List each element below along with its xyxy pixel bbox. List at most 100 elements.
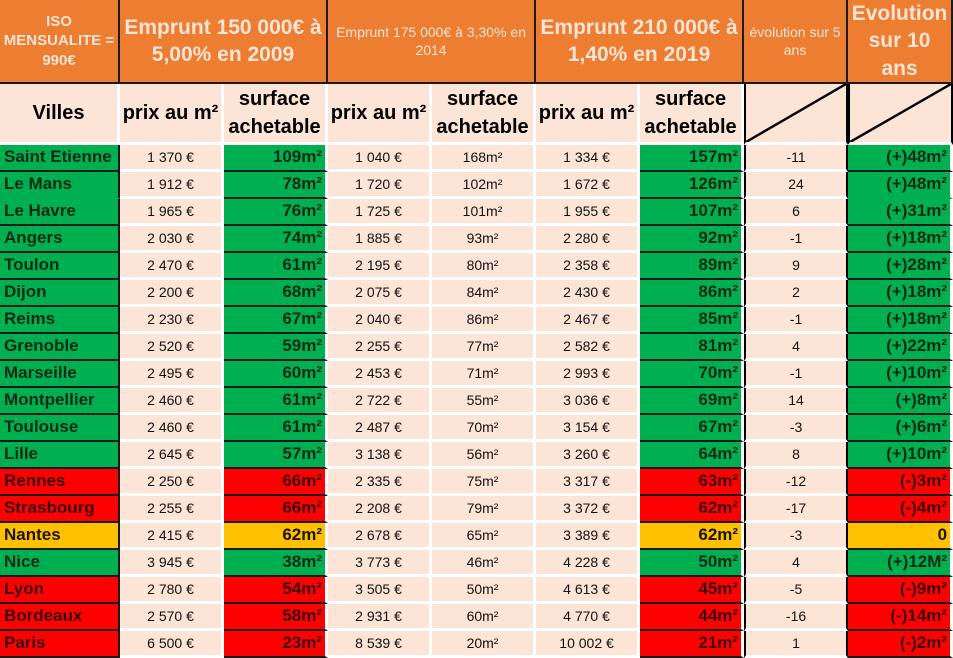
evolution-10y-cell: (+)18m² <box>848 225 953 253</box>
surface-2009-cell: 109m² <box>224 144 329 172</box>
city-cell: Le Havre <box>0 198 120 226</box>
surface-2009-cell: 59m² <box>224 333 329 361</box>
price-2019-cell: 2 993 € <box>536 360 641 388</box>
price-2019-cell: 3 372 € <box>536 495 641 523</box>
price-2009-cell: 2 570 € <box>120 603 224 631</box>
price-2014-cell: 2 040 € <box>328 306 433 334</box>
evolution-5y-cell: -1 <box>744 360 849 388</box>
price-2014-cell: 2 678 € <box>328 522 433 550</box>
price-2009-cell: 6 500 € <box>120 630 224 658</box>
surface-2014-column-header: surface achetable <box>432 83 537 145</box>
price-2009-cell: 2 250 € <box>120 468 224 496</box>
price-2019-cell: 2 467 € <box>536 306 641 334</box>
surface-2019-cell: 69m² <box>640 387 745 415</box>
surface-2009-cell: 62m² <box>224 522 329 550</box>
price-2009-cell: 2 520 € <box>120 333 224 361</box>
surface-2019-column-header: surface achetable <box>640 83 745 145</box>
surface-2009-cell: 67m² <box>224 306 329 334</box>
surface-2019-cell: 50m² <box>640 549 745 577</box>
cities-column-header: Villes <box>0 83 120 145</box>
surface-2009-cell: 61m² <box>224 414 329 442</box>
evolution-10y-cell: (+)48m² <box>848 171 953 199</box>
surface-2019-cell: 21m² <box>640 630 745 658</box>
price-2014-cell: 1 725 € <box>328 198 433 226</box>
header-row: ISO MENSUALITE = 990€ Emprunt 150 000€ à… <box>0 0 953 84</box>
price-2019-cell: 3 036 € <box>536 387 641 415</box>
price-2009-cell: 2 645 € <box>120 441 224 469</box>
surface-2019-cell: 92m² <box>640 225 745 253</box>
city-cell: Rennes <box>0 468 120 496</box>
city-cell: Paris <box>0 630 120 658</box>
surface-2014-cell: 84m² <box>432 279 537 307</box>
surface-2014-cell: 80m² <box>432 252 537 280</box>
surface-2014-cell: 79m² <box>432 495 537 523</box>
evolution-10y-cell: (+)18m² <box>848 306 953 334</box>
surface-2014-cell: 20m² <box>432 630 537 658</box>
price-2009-cell: 2 030 € <box>120 225 224 253</box>
surface-2009-cell: 66m² <box>224 468 329 496</box>
table-row: Lyon 2 780 € 54m² 3 505 € 50m² 4 613 € 4… <box>0 576 953 604</box>
surface-2014-cell: 70m² <box>432 414 537 442</box>
price-2009-cell: 2 460 € <box>120 387 224 415</box>
price-2019-cell: 2 280 € <box>536 225 641 253</box>
table-row: Strasbourg 2 255 € 66m² 2 208 € 79m² 3 3… <box>0 495 953 523</box>
city-cell: Nantes <box>0 522 120 550</box>
price-2014-cell: 3 773 € <box>328 549 433 577</box>
evolution-10y-cell: (+)12M² <box>848 549 953 577</box>
price-2014-cell: 2 255 € <box>328 333 433 361</box>
surface-2019-cell: 62m² <box>640 522 745 550</box>
price-2009-cell: 1 965 € <box>120 198 224 226</box>
evolution-10y-cell: (+)22m² <box>848 333 953 361</box>
price-2019-cell: 10 002 € <box>536 630 641 658</box>
evolution-5y-cell: 24 <box>744 171 849 199</box>
price-2014-cell: 3 505 € <box>328 576 433 604</box>
evolution-5y-cell: -5 <box>744 576 849 604</box>
price-2009-cell: 2 255 € <box>120 495 224 523</box>
surface-2019-cell: 81m² <box>640 333 745 361</box>
price-2014-cell: 2 487 € <box>328 414 433 442</box>
city-cell: Nice <box>0 549 120 577</box>
table-row: Marseille 2 495 € 60m² 2 453 € 71m² 2 99… <box>0 360 953 388</box>
evolution-10y-cell: (+)10m² <box>848 360 953 388</box>
evolution-10y-cell: 0 <box>848 522 953 550</box>
evolution-10y-cell: (+)28m² <box>848 252 953 280</box>
surface-2009-cell: 60m² <box>224 360 329 388</box>
city-cell: Angers <box>0 225 120 253</box>
table-row: Toulon 2 470 € 61m² 2 195 € 80m² 2 358 €… <box>0 252 953 280</box>
table-row: Paris 6 500 € 23m² 8 539 € 20m² 10 002 €… <box>0 630 953 658</box>
table-row: Angers 2 030 € 74m² 1 885 € 93m² 2 280 €… <box>0 225 953 253</box>
surface-2009-cell: 38m² <box>224 549 329 577</box>
evolution-10y-cell: (+)48m² <box>848 144 953 172</box>
price-2009-cell: 3 945 € <box>120 549 224 577</box>
surface-2019-cell: 107m² <box>640 198 745 226</box>
surface-2019-cell: 157m² <box>640 144 745 172</box>
evolution-5y-cell: 9 <box>744 252 849 280</box>
loan-2014-header: Emprunt 175 000€ à 3,30% en 2014 <box>328 0 537 84</box>
price-2014-column-header: prix au m² <box>328 83 433 145</box>
surface-2009-cell: 66m² <box>224 495 329 523</box>
price-2014-cell: 2 453 € <box>328 360 433 388</box>
iso-mensualite-header: ISO MENSUALITE = 990€ <box>0 0 120 84</box>
surface-2009-cell: 74m² <box>224 225 329 253</box>
table-row: Reims 2 230 € 67m² 2 040 € 86m² 2 467 € … <box>0 306 953 334</box>
table-row: Saint Etienne 1 370 € 109m² 1 040 € 168m… <box>0 144 953 172</box>
table-row: Nantes 2 415 € 62m² 2 678 € 65m² 3 389 €… <box>0 522 953 550</box>
surface-2019-cell: 85m² <box>640 306 745 334</box>
price-2019-cell: 3 260 € <box>536 441 641 469</box>
price-2014-cell: 8 539 € <box>328 630 433 658</box>
evolution-10y-header: Evolution sur 10 ans <box>848 0 953 84</box>
surface-2014-cell: 46m² <box>432 549 537 577</box>
table-body: Saint Etienne 1 370 € 109m² 1 040 € 168m… <box>0 144 953 658</box>
surface-2014-cell: 102m² <box>432 171 537 199</box>
price-2014-cell: 2 195 € <box>328 252 433 280</box>
evolution-10y-diagonal-cell <box>848 83 953 145</box>
surface-2014-cell: 86m² <box>432 306 537 334</box>
surface-2009-cell: 61m² <box>224 252 329 280</box>
price-2019-cell: 4 613 € <box>536 576 641 604</box>
subheader-row: Villes prix au m² surface achetable prix… <box>0 83 953 145</box>
table-row: Le Mans 1 912 € 78m² 1 720 € 102m² 1 672… <box>0 171 953 199</box>
city-cell: Saint Etienne <box>0 144 120 172</box>
surface-2019-cell: 89m² <box>640 252 745 280</box>
evolution-5y-cell: 4 <box>744 549 849 577</box>
